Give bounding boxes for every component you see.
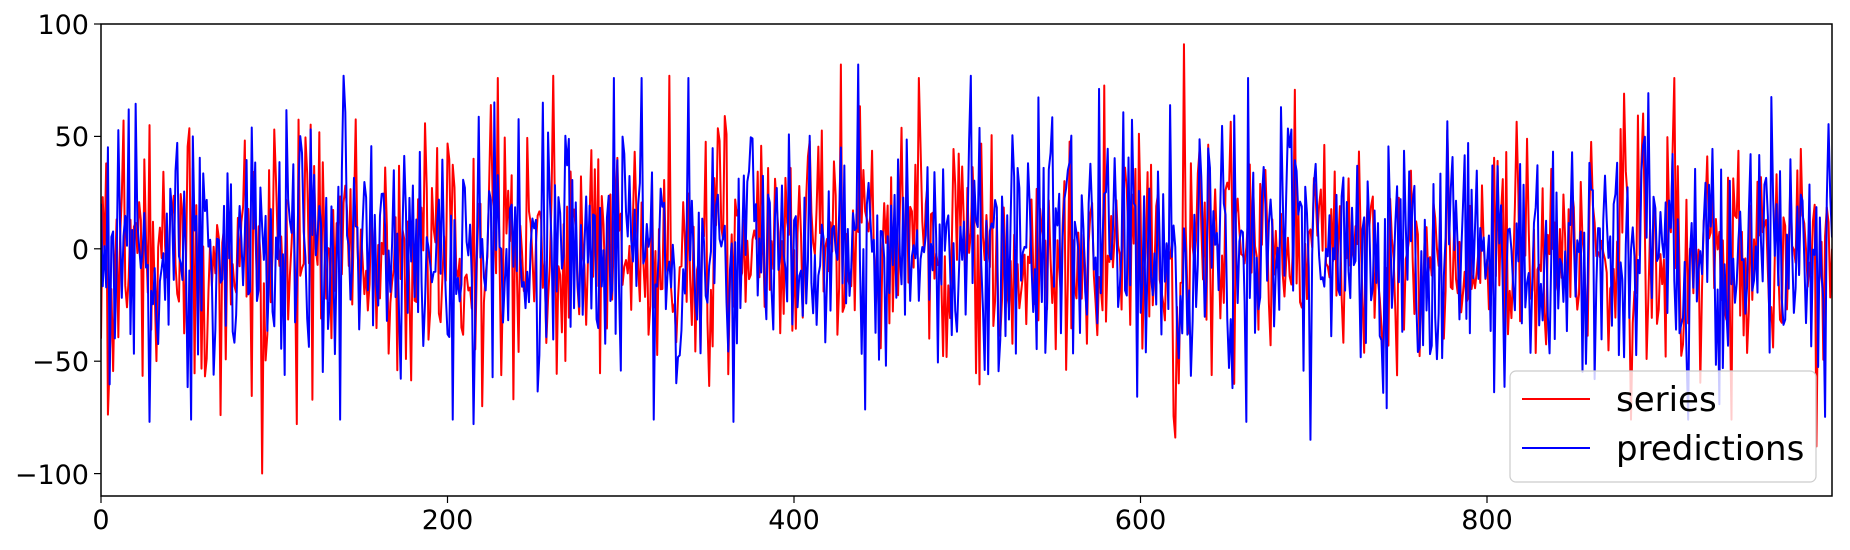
y-tick-label: −50 [32,347,89,378]
y-tick: −100 [15,460,101,491]
legend-label-series: series [1616,380,1717,420]
y-tick-label: −100 [15,460,89,491]
x-tick-label: 400 [768,505,820,536]
y-tick: 50 [55,122,101,153]
x-tick-label: 800 [1461,505,1513,536]
legend: series predictions [1509,370,1817,483]
x-tick: 400 [768,496,820,536]
x-tick: 800 [1461,496,1513,536]
x-tick: 0 [92,496,110,536]
x-tick-label: 0 [92,505,109,536]
x-axis: 0 200 400 600 800 [92,496,1513,536]
y-tick-label: 100 [37,10,89,41]
y-tick: 0 [72,235,101,266]
x-tick: 200 [422,496,474,536]
series-line-predictions [101,63,1832,441]
plot-area [100,23,1833,497]
legend-label-predictions: predictions [1616,429,1804,469]
y-tick-label: 0 [72,235,89,266]
y-tick-label: 50 [55,122,89,153]
x-tick: 600 [1115,496,1167,536]
x-tick-label: 200 [422,505,474,536]
plot-frame [100,23,1833,497]
x-tick-label: 600 [1115,505,1167,536]
y-axis: 100 50 0 −50 −100 [15,10,101,491]
y-tick: −50 [32,347,101,378]
y-tick: 100 [37,10,101,41]
